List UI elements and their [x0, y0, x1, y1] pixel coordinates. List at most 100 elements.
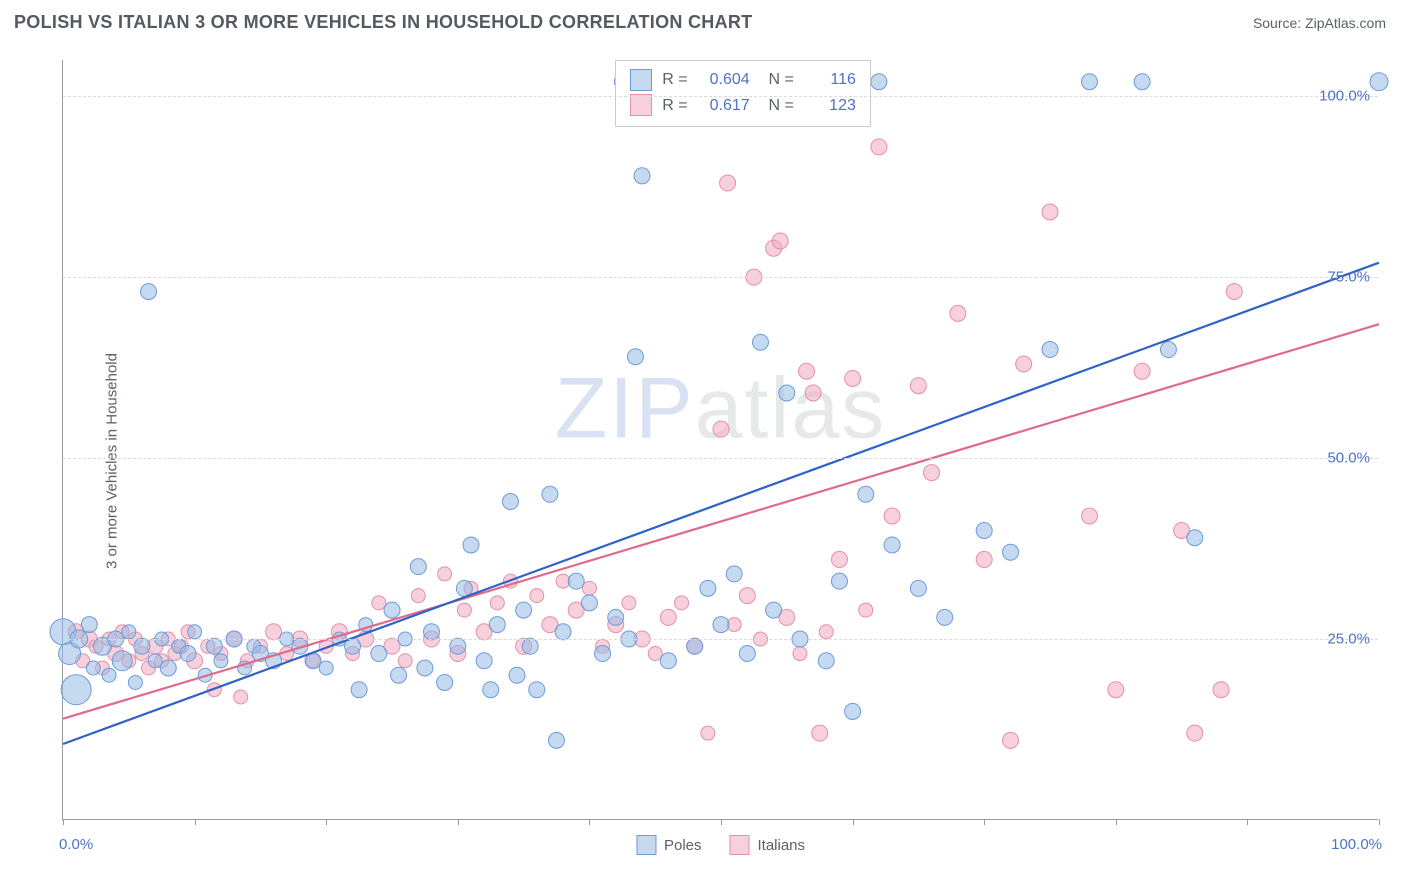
data-point [910, 580, 926, 596]
swatch-poles-icon [636, 835, 656, 855]
data-point [188, 625, 202, 639]
source-label: Source: ZipAtlas.com [1253, 15, 1386, 31]
x-tick [1379, 819, 1380, 825]
data-point [799, 363, 815, 379]
data-point [437, 674, 453, 690]
data-point [530, 589, 544, 603]
data-point [976, 522, 992, 538]
data-point [490, 596, 504, 610]
data-point [634, 168, 650, 184]
data-point [1081, 508, 1097, 524]
data-point [1042, 342, 1058, 358]
data-point [1003, 544, 1019, 560]
data-point [438, 567, 452, 581]
y-tick-label: 25.0% [1327, 631, 1370, 648]
data-point [509, 667, 525, 683]
data-point [160, 660, 176, 676]
stats-legend-box: R = 0.604 N = 116 R = 0.617 N = 123 [615, 60, 871, 127]
data-point [595, 646, 611, 662]
data-point [871, 139, 887, 155]
header: POLISH VS ITALIAN 3 OR MORE VEHICLES IN … [0, 0, 1406, 39]
data-point [793, 647, 807, 661]
data-point [739, 646, 755, 662]
bottom-legend: Poles Italians [636, 835, 805, 855]
data-point [701, 726, 715, 740]
data-point [772, 233, 788, 249]
data-point [910, 378, 926, 394]
data-point [180, 646, 196, 662]
data-point [937, 609, 953, 625]
data-point [81, 617, 97, 633]
x-tick [63, 819, 64, 825]
data-point [384, 602, 400, 618]
data-point [713, 617, 729, 633]
data-point [1187, 530, 1203, 546]
data-point [845, 370, 861, 386]
x-tick [853, 819, 854, 825]
data-point [450, 638, 466, 654]
data-point [1134, 363, 1150, 379]
data-point [859, 603, 873, 617]
y-tick-label: 75.0% [1327, 269, 1370, 286]
plot-area: ZIPatlas R = 0.604 N = 116 R = 0.617 N =… [62, 60, 1378, 820]
data-point [102, 668, 116, 682]
y-tick-label: 100.0% [1319, 88, 1370, 105]
data-point [372, 596, 386, 610]
data-point [411, 589, 425, 603]
data-point [214, 654, 228, 668]
chart-container: 3 or more Vehicles in Household ZIPatlas… [14, 46, 1392, 876]
data-point [1134, 74, 1150, 90]
data-point [319, 661, 333, 675]
data-point [141, 284, 157, 300]
data-point [206, 638, 222, 654]
data-point [266, 624, 282, 640]
data-point [976, 551, 992, 567]
data-point [555, 624, 571, 640]
data-point [884, 537, 900, 553]
x-tick [721, 819, 722, 825]
data-point [1160, 342, 1176, 358]
trend-line [63, 324, 1379, 718]
x-tick [589, 819, 590, 825]
x-tick [326, 819, 327, 825]
data-point [522, 638, 538, 654]
gridline [63, 277, 1378, 278]
legend-label-italians: Italians [758, 837, 806, 854]
gridline [63, 458, 1378, 459]
data-point [713, 421, 729, 437]
data-point [831, 551, 847, 567]
data-point [700, 580, 716, 596]
data-point [871, 74, 887, 90]
data-point [819, 625, 833, 639]
data-point [483, 682, 499, 698]
x-tick [458, 819, 459, 825]
y-tick-label: 50.0% [1327, 450, 1370, 467]
data-point [529, 682, 545, 698]
data-point [1016, 356, 1032, 372]
data-point [134, 638, 150, 654]
data-point [1081, 74, 1097, 90]
data-point [660, 653, 676, 669]
data-point [660, 609, 676, 625]
data-point [627, 349, 643, 365]
legend-item-italians: Italians [730, 835, 806, 855]
x-tick [984, 819, 985, 825]
data-point [950, 305, 966, 321]
data-point [1213, 682, 1229, 698]
data-point [457, 603, 471, 617]
x-tick [1116, 819, 1117, 825]
data-point [812, 725, 828, 741]
scatter-svg [63, 60, 1378, 819]
data-point [884, 508, 900, 524]
data-point [766, 602, 782, 618]
data-point [476, 653, 492, 669]
data-point [720, 175, 736, 191]
data-point [351, 682, 367, 698]
data-point [417, 660, 433, 676]
data-point [516, 602, 532, 618]
gridline [63, 639, 1378, 640]
data-point [845, 703, 861, 719]
data-point [423, 624, 439, 640]
x-tick [1247, 819, 1248, 825]
data-point [122, 625, 136, 639]
